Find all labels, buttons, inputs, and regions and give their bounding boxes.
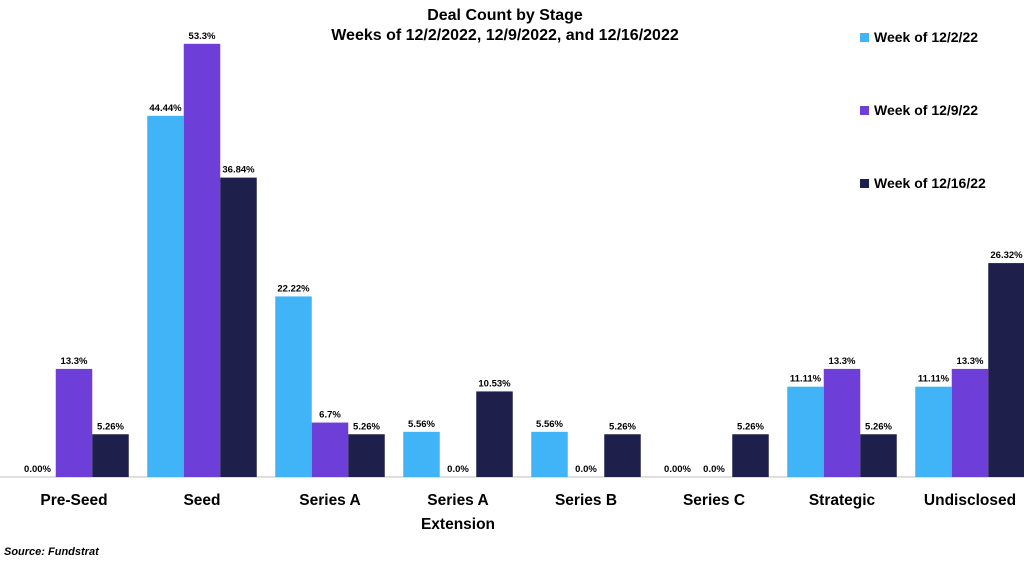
data-label: 13.3% xyxy=(957,356,984,367)
data-label: 44.44% xyxy=(149,103,182,114)
bar xyxy=(531,431,568,477)
data-label: 0.0% xyxy=(703,464,725,475)
legend-item-week-12-9: Week of 12/9/22 xyxy=(860,102,978,118)
legend-label: Week of 12/9/22 xyxy=(874,102,979,118)
data-label: 36.84% xyxy=(222,165,255,176)
bar xyxy=(220,177,257,477)
bar xyxy=(311,422,349,477)
legend: Week of 12/2/22 Week of 12/9/22 Week of … xyxy=(860,0,1024,200)
bar xyxy=(348,434,385,477)
bar xyxy=(92,434,129,477)
bar xyxy=(55,368,93,477)
data-label: 0.0% xyxy=(447,464,469,475)
legend-swatch-icon xyxy=(860,105,869,115)
bar xyxy=(604,434,641,477)
data-label: 5.26% xyxy=(865,421,892,432)
chart-title: Deal Count by Stage Weeks of 12/2/2022, … xyxy=(210,6,800,46)
legend-item-week-12-16: Week of 12/16/22 xyxy=(860,175,986,191)
bar xyxy=(860,434,897,477)
data-label: 10.53% xyxy=(478,378,511,389)
bar xyxy=(476,391,513,477)
data-label: 26.32% xyxy=(990,250,1023,261)
data-label: 22.22% xyxy=(277,283,310,294)
data-label: 11.11% xyxy=(790,374,822,385)
category-label: Undisclosed xyxy=(924,492,1016,509)
data-label: 5.26% xyxy=(353,421,380,432)
bar xyxy=(915,386,952,477)
bar xyxy=(988,263,1024,477)
bar xyxy=(787,386,824,477)
data-label: 0.00% xyxy=(664,464,691,475)
data-label: 13.3% xyxy=(829,356,856,367)
bar xyxy=(275,296,312,477)
data-label: 0.00% xyxy=(24,464,51,475)
data-label: 0.0% xyxy=(575,464,597,475)
category-label: Pre-Seed xyxy=(40,492,107,509)
data-label: 53.3% xyxy=(189,31,216,42)
bar xyxy=(403,431,440,477)
source-note: Source: Fundstrat xyxy=(4,546,99,558)
category-label: Series B xyxy=(555,492,617,509)
category-label: Series A xyxy=(427,492,488,509)
legend-swatch-icon xyxy=(860,32,869,42)
legend-label: Week of 12/2/22 xyxy=(874,29,979,45)
category-label: Series A xyxy=(299,492,360,509)
data-label: 5.56% xyxy=(536,419,563,430)
data-label: 5.26% xyxy=(737,421,764,432)
category-label: Strategic xyxy=(809,492,876,509)
data-label: 5.26% xyxy=(97,421,124,432)
legend-swatch-icon xyxy=(860,178,869,188)
legend-item-week-12-2: Week of 12/2/22 xyxy=(860,29,978,45)
legend-label: Week of 12/16/22 xyxy=(874,175,986,191)
bar xyxy=(147,115,184,477)
bar xyxy=(951,368,989,477)
category-label: Extension xyxy=(421,516,495,533)
bar xyxy=(823,368,861,477)
data-label: 5.26% xyxy=(609,421,636,432)
data-label: 13.3% xyxy=(61,356,88,367)
category-label: Series C xyxy=(683,492,745,509)
bar xyxy=(732,434,769,477)
data-label: 11.11% xyxy=(918,374,950,385)
data-label: 6.7% xyxy=(319,410,341,421)
category-label: Seed xyxy=(183,492,220,509)
chart-title-line: Deal Count by Stage xyxy=(427,7,583,24)
data-label: 5.56% xyxy=(408,419,435,430)
bar xyxy=(183,43,221,477)
chart-subtitle: Weeks of 12/2/2022, 12/9/2022, and 12/16… xyxy=(331,27,679,44)
